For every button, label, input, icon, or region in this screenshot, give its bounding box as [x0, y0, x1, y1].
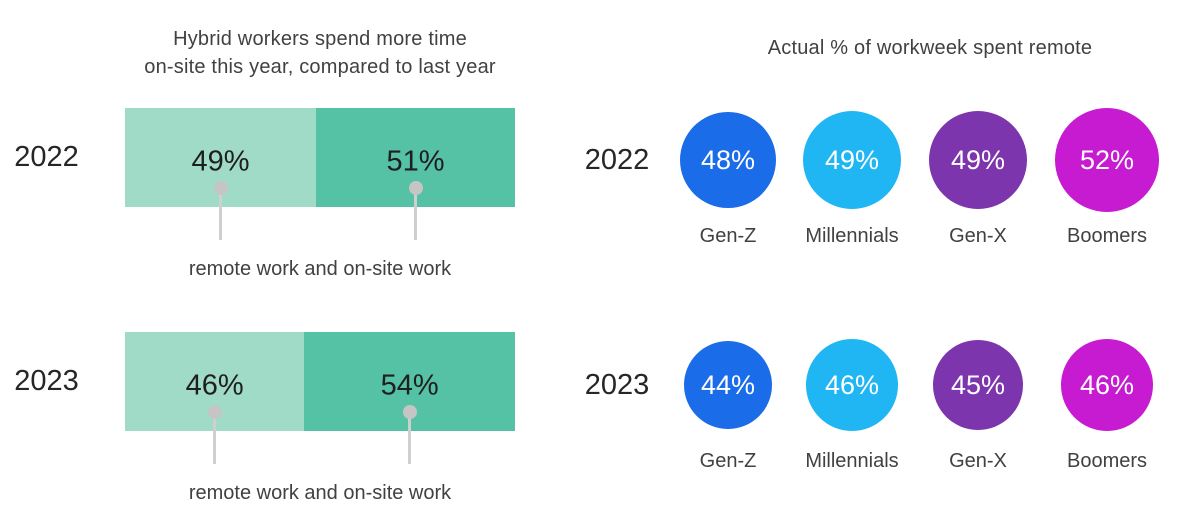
bar-caption: remote work and on-site work: [188, 258, 452, 280]
bubble-gen-z: 44%: [684, 341, 772, 429]
bar-value-label: 49%: [191, 145, 250, 178]
generation-label: Gen-Z: [699, 225, 757, 247]
callout-line: [219, 188, 223, 240]
generation-label: Boomers: [1066, 450, 1148, 472]
year-label: 2023: [14, 365, 79, 397]
callout-line: [408, 412, 412, 464]
bubble-gen-x: 45%: [933, 340, 1023, 430]
right-chart-title: Actual % of workweek spent remote: [767, 37, 1093, 59]
bubble-gen-z: 48%: [680, 112, 776, 208]
callout-line: [213, 412, 217, 464]
generation-label: Millennials: [805, 450, 899, 472]
bubble-value-label: 48%: [700, 144, 756, 175]
generation-label: Gen-X: [949, 225, 1007, 247]
callout-dot: [213, 181, 228, 195]
bubble-value-label: 44%: [700, 369, 756, 400]
left-chart-title: Hybrid workers spend more time on-site t…: [125, 25, 515, 81]
bubble-boomers: 46%: [1061, 339, 1153, 431]
left-chart-title-line1: Hybrid workers spend more time: [173, 28, 467, 50]
bar-value-label: 54%: [380, 369, 439, 402]
bubble-value-label: 46%: [824, 369, 880, 400]
bubble-value-label: 52%: [1079, 144, 1135, 175]
callout-line: [414, 188, 418, 240]
stacked-bar-row: 49% 51%: [125, 108, 515, 207]
bar-segment-onsite: 51%: [316, 108, 515, 207]
callout-dot: [408, 181, 423, 195]
generation-label: Boomers: [1066, 225, 1148, 247]
bar-caption: remote work and on-site work: [188, 482, 452, 504]
bubble-value-label: 45%: [950, 369, 1006, 400]
bubble-value-label: 49%: [950, 144, 1006, 175]
callout-dot: [402, 405, 417, 419]
bubble-millennials: 46%: [806, 339, 898, 431]
bubble-gen-x: 49%: [929, 111, 1027, 209]
left-chart-title-line2: on-site this year, compared to last year: [144, 56, 496, 78]
generation-label: Gen-X: [949, 450, 1007, 472]
callout-dot: [207, 405, 222, 419]
year-label: 2022: [584, 144, 650, 176]
bubble-value-label: 49%: [824, 144, 880, 175]
bubble-millennials: 49%: [803, 111, 901, 209]
bar-value-label: 46%: [185, 369, 244, 402]
bar-value-label: 51%: [386, 145, 445, 178]
year-label: 2023: [584, 369, 650, 401]
generation-label: Millennials: [805, 225, 899, 247]
generation-label: Gen-Z: [699, 450, 757, 472]
year-label: 2022: [14, 141, 79, 173]
bubble-value-label: 46%: [1079, 369, 1135, 400]
bubble-boomers: 52%: [1055, 108, 1159, 212]
